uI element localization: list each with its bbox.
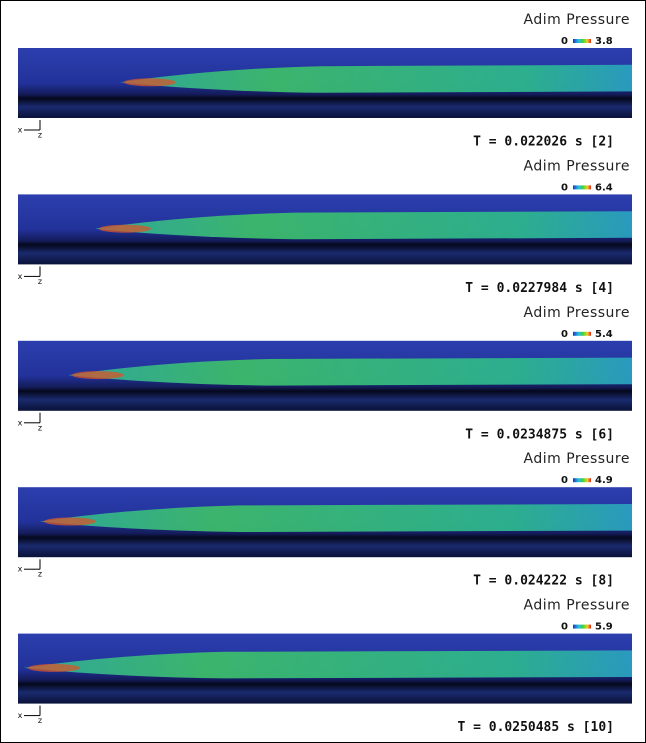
range-max: 5.4: [595, 329, 613, 340]
jet-tip: [72, 371, 124, 380]
jet-tip: [124, 78, 176, 87]
range-max: 3.8: [595, 36, 613, 47]
jet-tip: [99, 224, 151, 233]
legend-title: Adim Pressure: [524, 12, 630, 28]
axis-h-label: x: [18, 418, 23, 427]
colorbar: [573, 331, 591, 336]
jet: [95, 211, 632, 240]
panel: Adim Pressure 0 4.9 x z T = 0.024222 s [8]: [18, 451, 632, 589]
legend-title: Adim Pressure: [524, 305, 630, 321]
range-min: 0: [561, 36, 568, 47]
axis-v-label: z: [38, 570, 42, 579]
time-label: T = 0.0250485 s [10]: [457, 720, 614, 735]
axis-v-label: z: [38, 277, 42, 286]
range-min: 0: [561, 329, 568, 340]
range-max: 5.9: [595, 622, 613, 633]
colorbar: [573, 624, 591, 629]
axis-v-label: z: [38, 716, 42, 725]
time-label: T = 0.0227984 s [4]: [465, 281, 614, 296]
legend-title: Adim Pressure: [524, 598, 630, 614]
time-label: T = 0.0234875 s [6]: [465, 427, 614, 442]
axis-h-label: x: [18, 711, 23, 720]
range-max: 4.9: [595, 475, 613, 486]
colorbar: [573, 185, 591, 190]
axis-h-label: x: [18, 126, 23, 135]
legend-title: Adim Pressure: [524, 158, 630, 174]
axis-v-label: z: [38, 131, 42, 140]
jet: [40, 504, 632, 532]
jet-tip: [28, 663, 80, 672]
time-label: T = 0.024222 s [8]: [473, 574, 614, 589]
colorbar: [573, 478, 591, 483]
panel: Adim Pressure 0 3.8 x z T = 0.022026 s [2]: [18, 12, 632, 150]
axis-h-label: x: [18, 272, 23, 281]
range-min: 0: [561, 475, 568, 486]
legend-title: Adim Pressure: [524, 451, 630, 467]
jet: [68, 357, 632, 386]
jet: [120, 64, 632, 93]
colorbar: [573, 39, 591, 43]
range-min: 0: [561, 182, 568, 193]
panel: Adim Pressure 0 6.4 x z T = 0.0227984 s [4]: [18, 158, 632, 296]
jet: [24, 650, 632, 679]
axis-h-label: x: [18, 565, 23, 574]
time-label: T = 0.022026 s [2]: [473, 135, 614, 150]
panel: Adim Pressure 0 5.4 x z T = 0.0234875 s [6]: [18, 305, 632, 442]
range-min: 0: [561, 622, 568, 633]
range-max: 6.4: [595, 182, 613, 193]
panel: Adim Pressure 0 5.9 x z T = 0.0250485 s [10]: [18, 598, 632, 735]
jet-tip: [44, 517, 96, 526]
axis-v-label: z: [38, 423, 42, 432]
